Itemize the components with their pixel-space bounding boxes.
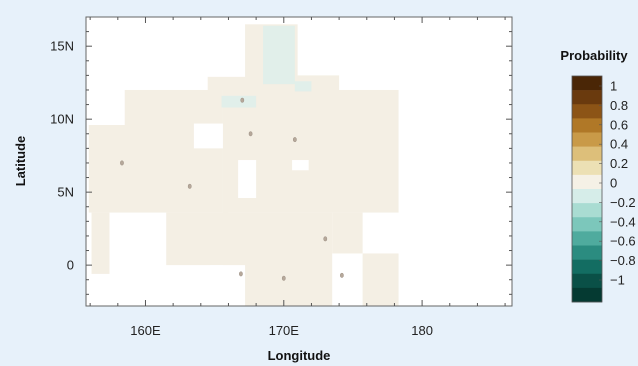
island-mark: [187, 183, 192, 189]
x-axis-label: Longitude: [268, 348, 331, 363]
island-mark: [323, 236, 328, 242]
heatmap-cell: [362, 253, 399, 306]
heatmap-gap: [238, 160, 257, 198]
y-tick-labels: 15N 10N 5N 0: [50, 39, 74, 273]
colorbar-segment: [572, 104, 602, 119]
colorbar-tick-label: −0.4: [610, 214, 636, 229]
heatmap-gap: [210, 265, 246, 306]
x-tick-labels: 160E 170E 180: [130, 323, 433, 338]
y-tick-label: 5N: [57, 185, 74, 200]
colorbar-title: Probability: [560, 48, 628, 63]
heatmap-cell-negative: [221, 95, 257, 108]
y-tick-label: 15N: [50, 39, 74, 54]
island-mark: [340, 272, 344, 278]
heatmap-gap: [193, 123, 223, 149]
colorbar-tick-label: −0.6: [610, 234, 636, 249]
heatmap-gap: [292, 160, 309, 171]
colorbar-segment: [572, 76, 602, 91]
colorbar-segment: [572, 160, 602, 176]
heatmap-cell-negative: [294, 81, 312, 92]
colorbar-segment: [572, 259, 602, 275]
axis-ticks: [86, 17, 512, 306]
x-tick-label: 180: [411, 323, 433, 338]
heatmap-cell-negative: [263, 25, 295, 85]
colorbar-segment: [572, 118, 602, 133]
island-mark: [281, 275, 286, 281]
colorbar-tick-label: 0.2: [610, 156, 628, 171]
y-tick-label: 0: [67, 258, 74, 273]
plot-frame: [85, 16, 513, 307]
colorbar-tick-label: −0.2: [610, 195, 636, 210]
colorbar-segment: [572, 189, 602, 204]
colorbar-segment: [572, 203, 602, 218]
x-tick-label: 160E: [130, 323, 161, 338]
colorbar-segment: [572, 273, 602, 289]
data-field: [88, 24, 399, 306]
colorbar-labels: 1 0.8 0.6 0.4 0.2 0 −0.2 −0.4 −0.6 −0.8 −1: [599, 79, 636, 288]
colorbar-tick-label: 0: [610, 176, 617, 191]
colorbar-tick-label: 0.4: [610, 137, 628, 152]
island-mark: [239, 271, 243, 277]
x-tick-label: 170E: [269, 323, 300, 338]
colorbar-segment: [572, 287, 602, 303]
colorbar-segment: [572, 132, 602, 147]
island-mark: [248, 131, 253, 137]
colorbar-segment: [572, 231, 602, 246]
heatmap-cell: [91, 212, 110, 274]
colorbar-tick-label: −0.8: [610, 253, 636, 268]
colorbar-tick-label: −1: [610, 273, 625, 288]
heatmap-cell: [166, 212, 229, 266]
heatmap-cell: [319, 89, 399, 213]
colorbar-segment: [572, 217, 602, 232]
colorbar-tick-label: 1: [610, 79, 617, 94]
y-axis-label: Latitude: [13, 136, 28, 187]
colorbar-segment: [572, 245, 602, 260]
colorbar-segment: [572, 90, 602, 105]
island-mark: [240, 97, 245, 103]
colorbar-segment: [572, 174, 602, 190]
island-mark: [120, 160, 124, 166]
heatmap-cell: [124, 89, 223, 126]
colorbar-tick-label: 0.8: [610, 98, 628, 113]
colorbar-segment: [572, 146, 602, 162]
heatmap-cell: [332, 212, 363, 254]
island-mark: [293, 137, 297, 143]
y-tick-label: 10N: [50, 112, 74, 127]
colorbar: [571, 75, 603, 303]
colorbar-frame: [571, 75, 603, 303]
colorbar-tick-label: 0.6: [610, 117, 628, 132]
